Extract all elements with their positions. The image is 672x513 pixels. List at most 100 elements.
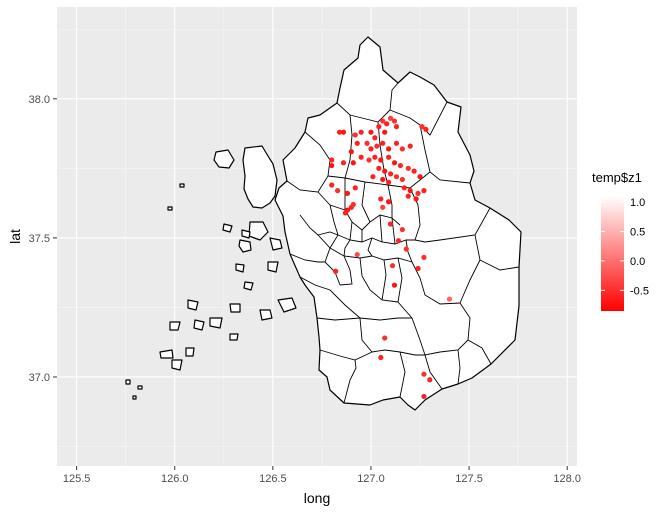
data-point <box>340 160 347 166</box>
data-point <box>387 115 394 121</box>
data-point <box>421 254 427 260</box>
data-point <box>329 162 335 169</box>
data-point <box>329 182 335 188</box>
x-tick-label: 127.5 <box>455 473 483 485</box>
data-point <box>391 160 398 166</box>
data-point <box>352 132 358 138</box>
data-point <box>380 140 386 146</box>
data-point <box>421 188 427 194</box>
data-point <box>403 246 409 252</box>
legend: temp$z1 1.0 0.5 0.0 -0.5 <box>592 170 649 311</box>
data-point <box>380 204 386 210</box>
x-tick-label: 125.5 <box>63 473 91 485</box>
legend-tick-label: 0.5 <box>630 226 645 238</box>
y-tick-labels: 37.0 37.5 38.0 <box>29 94 50 384</box>
x-axis-title: long <box>304 490 330 506</box>
data-point <box>399 146 405 152</box>
data-point <box>391 118 398 124</box>
data-point <box>380 118 386 124</box>
district-boundaries <box>286 82 520 404</box>
data-point <box>364 140 370 146</box>
x-tick-label: 127.0 <box>357 473 385 485</box>
data-point <box>376 124 382 130</box>
x-tick-label: 128.0 <box>553 473 581 485</box>
legend-tick-label: 0.0 <box>630 256 645 268</box>
data-point <box>358 154 364 160</box>
data-point <box>391 282 398 288</box>
x-tick-label: 126.5 <box>259 473 287 485</box>
data-point <box>350 201 356 208</box>
data-point <box>380 176 386 183</box>
data-point <box>395 238 402 244</box>
data-point <box>354 251 360 258</box>
data-point <box>378 196 384 202</box>
data-point <box>415 190 421 196</box>
data-point <box>427 377 433 383</box>
data-point <box>376 165 382 171</box>
data-point <box>421 371 427 377</box>
legend-tick-label: 1.0 <box>630 197 645 209</box>
data-point <box>378 157 384 163</box>
legend-title: temp$z1 <box>592 170 642 185</box>
data-point <box>407 143 413 149</box>
x-tick-labels: 125.5 126.0 126.5 127.0 127.5 128.0 <box>63 473 581 485</box>
y-axis-title: lat <box>7 229 23 244</box>
x-tick-label: 126.0 <box>161 473 189 485</box>
data-point <box>340 129 347 135</box>
data-point <box>415 265 421 272</box>
y-tick-label: 37.0 <box>29 372 50 384</box>
data-point <box>344 190 351 196</box>
data-point <box>368 146 374 152</box>
data-point <box>413 196 419 202</box>
data-point <box>419 124 425 130</box>
data-points <box>329 115 453 400</box>
data-point <box>382 168 388 174</box>
data-point <box>411 168 417 174</box>
legend-ticks: 1.0 0.5 0.0 -0.5 <box>601 197 649 297</box>
data-point <box>397 162 403 169</box>
data-point <box>387 171 394 177</box>
data-point <box>393 140 400 146</box>
data-point <box>384 121 390 127</box>
data-point <box>399 226 405 233</box>
data-point <box>350 160 356 166</box>
data-point <box>387 221 394 227</box>
data-point <box>378 354 384 361</box>
axis-ticks <box>53 98 568 470</box>
y-tick-label: 37.5 <box>29 233 50 245</box>
data-point <box>417 174 423 180</box>
data-point <box>358 129 364 135</box>
legend-colorbar <box>601 196 624 311</box>
y-tick-label: 38.0 <box>29 94 50 106</box>
data-point <box>446 296 453 302</box>
data-point <box>399 176 405 183</box>
data-point <box>366 157 372 163</box>
data-point <box>421 393 427 400</box>
data-point <box>423 126 429 132</box>
data-point <box>401 185 407 191</box>
data-point <box>382 129 388 135</box>
data-point <box>405 193 411 199</box>
data-point <box>372 154 378 160</box>
data-point <box>393 174 400 180</box>
data-point <box>393 124 400 130</box>
data-point <box>329 157 335 163</box>
data-point <box>342 210 349 216</box>
data-point <box>335 188 341 194</box>
data-point <box>374 143 380 149</box>
data-point <box>354 140 360 146</box>
data-point <box>405 165 411 171</box>
data-point <box>386 199 392 205</box>
data-point <box>389 263 396 269</box>
data-point <box>386 146 392 152</box>
data-point <box>372 135 378 141</box>
legend-tick-label: -0.5 <box>630 285 649 297</box>
data-point <box>386 154 392 160</box>
data-point <box>348 149 354 155</box>
data-point <box>407 188 413 194</box>
data-point <box>336 129 343 135</box>
data-point <box>370 174 376 180</box>
data-point <box>352 185 358 191</box>
data-point <box>386 179 392 185</box>
